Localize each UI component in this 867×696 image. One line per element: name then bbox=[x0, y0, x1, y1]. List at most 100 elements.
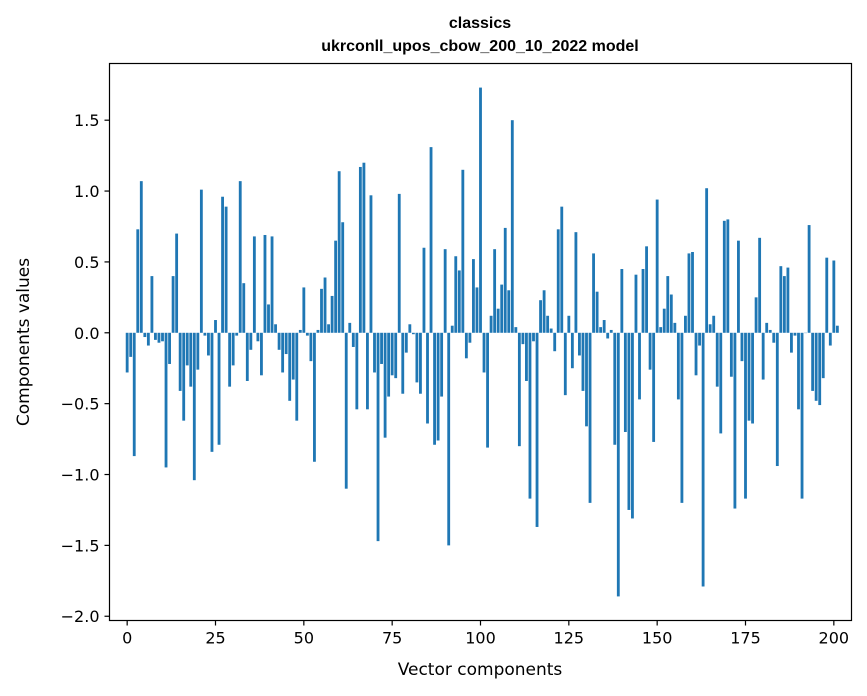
y-tick-label-1: −1.5 bbox=[61, 536, 100, 555]
bar-194 bbox=[811, 332, 815, 391]
bar-132 bbox=[592, 253, 595, 333]
bar-37 bbox=[256, 332, 260, 342]
bar-201 bbox=[835, 325, 839, 333]
bar-129 bbox=[581, 332, 585, 391]
bar-197 bbox=[821, 332, 825, 379]
bar-19 bbox=[192, 332, 196, 481]
chart-title: classics bbox=[449, 15, 511, 32]
bar-79 bbox=[404, 332, 408, 353]
bar-184 bbox=[775, 332, 779, 467]
bar-1 bbox=[129, 332, 133, 357]
bar-45 bbox=[284, 332, 288, 355]
bar-66 bbox=[358, 166, 362, 333]
bar-7 bbox=[150, 276, 154, 333]
bar-188 bbox=[790, 332, 793, 353]
bar-153 bbox=[666, 276, 670, 333]
bar-171 bbox=[729, 332, 733, 377]
bar-48 bbox=[295, 332, 299, 421]
bar-81 bbox=[411, 332, 415, 335]
bar-105 bbox=[496, 308, 500, 333]
bar-143 bbox=[631, 332, 634, 519]
bar-182 bbox=[768, 329, 772, 333]
bar-177 bbox=[751, 332, 754, 424]
bar-170 bbox=[726, 219, 730, 333]
bar-195 bbox=[814, 332, 818, 401]
bar-63 bbox=[348, 322, 352, 333]
bar-109 bbox=[510, 120, 514, 333]
bar-167 bbox=[715, 332, 719, 387]
bar-24 bbox=[210, 332, 214, 452]
bar-38 bbox=[260, 332, 263, 376]
bar-94 bbox=[457, 270, 461, 333]
bar-55 bbox=[320, 288, 323, 333]
bar-15 bbox=[178, 332, 182, 391]
bar-97 bbox=[468, 332, 472, 343]
bar-172 bbox=[733, 332, 737, 509]
bar-51 bbox=[305, 332, 309, 336]
bar-23 bbox=[207, 332, 210, 356]
bar-110 bbox=[514, 327, 518, 333]
bar-70 bbox=[373, 332, 376, 373]
bar-163 bbox=[701, 332, 705, 587]
bar-47 bbox=[291, 332, 295, 380]
bar-58 bbox=[330, 295, 334, 333]
bar-32 bbox=[238, 181, 242, 333]
bar-31 bbox=[235, 332, 239, 336]
bar-54 bbox=[316, 329, 320, 333]
bar-28 bbox=[224, 206, 228, 333]
bar-65 bbox=[355, 332, 359, 410]
bar-115 bbox=[532, 332, 535, 342]
bar-53 bbox=[313, 332, 316, 462]
bar-160 bbox=[691, 252, 694, 333]
bar-25 bbox=[214, 320, 217, 333]
bar-149 bbox=[652, 332, 656, 442]
bar-121 bbox=[553, 332, 557, 352]
bar-147 bbox=[645, 246, 648, 333]
bar-91 bbox=[447, 332, 451, 546]
bar-40 bbox=[267, 304, 270, 333]
bar-173 bbox=[737, 240, 740, 333]
chart-subtitle: ukrconll_upos_cbow_200_10_2022 model bbox=[321, 38, 638, 55]
bar-146 bbox=[641, 269, 645, 333]
bar-36 bbox=[252, 236, 256, 333]
bar-9 bbox=[157, 332, 161, 343]
bar-102 bbox=[486, 332, 489, 448]
bar-73 bbox=[383, 332, 387, 438]
bar-35 bbox=[249, 332, 253, 350]
bar-139 bbox=[616, 332, 620, 597]
bar-181 bbox=[765, 322, 769, 333]
bar-144 bbox=[634, 274, 638, 333]
bar-193 bbox=[807, 225, 811, 333]
bar-21 bbox=[199, 189, 203, 333]
bar-92 bbox=[450, 325, 454, 333]
bar-11 bbox=[164, 332, 168, 468]
bar-10 bbox=[161, 332, 164, 342]
x-tick-label-125: 125 bbox=[554, 629, 585, 648]
bar-67 bbox=[362, 162, 366, 333]
bar-156 bbox=[676, 332, 680, 400]
bar-106 bbox=[500, 284, 504, 333]
bar-116 bbox=[535, 332, 539, 527]
bar-44 bbox=[281, 332, 285, 373]
bar-199 bbox=[828, 332, 832, 346]
bar-34 bbox=[245, 332, 249, 381]
bar-89 bbox=[440, 332, 444, 397]
x-tick-label-25: 25 bbox=[205, 629, 225, 648]
y-tick-label-7: 1.5 bbox=[74, 111, 99, 130]
bar-104 bbox=[493, 249, 497, 333]
bar-185 bbox=[779, 266, 783, 333]
bar-198 bbox=[825, 257, 829, 333]
bar-16 bbox=[182, 332, 186, 421]
bar-83 bbox=[419, 332, 422, 394]
plot-frame bbox=[108, 62, 853, 622]
bar-29 bbox=[228, 332, 232, 387]
bar-166 bbox=[712, 315, 716, 333]
bar-137 bbox=[609, 329, 613, 333]
bar-165 bbox=[708, 324, 712, 333]
bar-74 bbox=[387, 332, 391, 397]
y-axis-label: Components values bbox=[14, 258, 34, 426]
bar-2 bbox=[132, 332, 136, 457]
bar-186 bbox=[782, 276, 786, 333]
bar-145 bbox=[638, 332, 641, 400]
